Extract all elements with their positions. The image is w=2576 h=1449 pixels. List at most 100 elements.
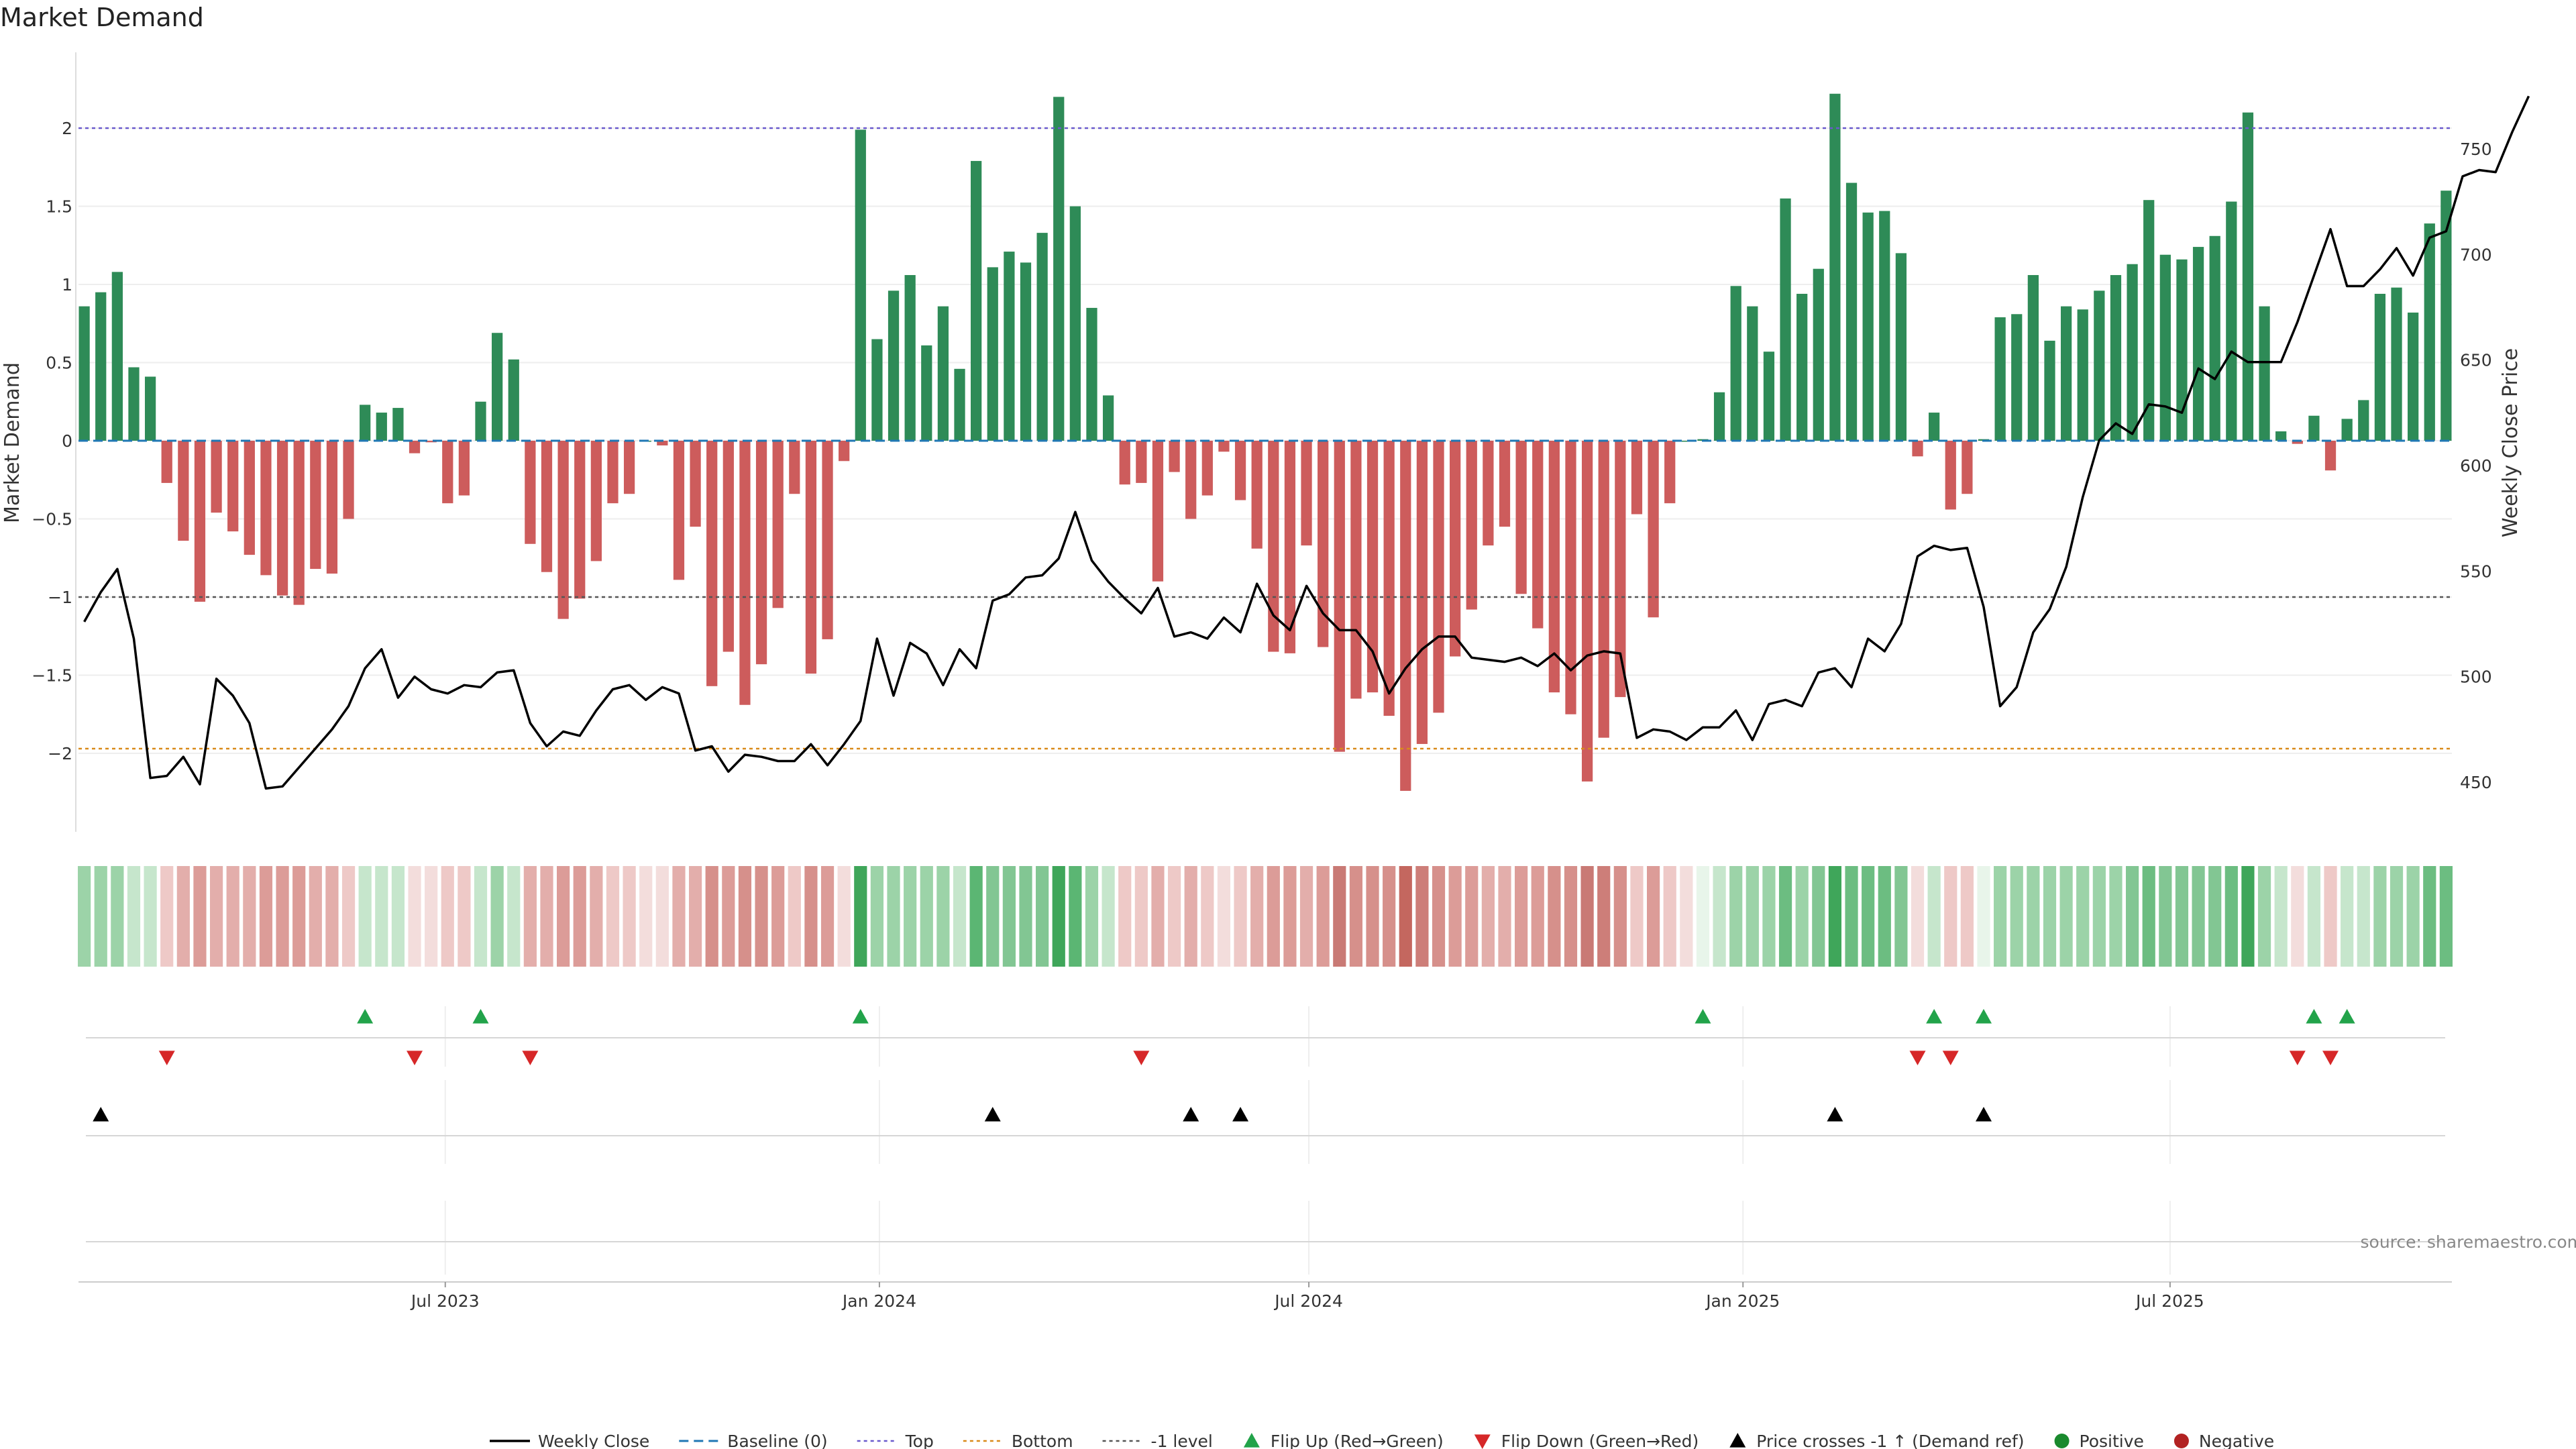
demand-bar	[1499, 441, 1511, 527]
heat-cell	[2324, 866, 2337, 967]
heat-cell	[1085, 866, 1099, 967]
demand-bar	[2094, 290, 2105, 441]
demand-bar	[722, 441, 734, 652]
heat-cell	[1036, 866, 1049, 967]
heat-cell	[2357, 866, 2370, 967]
demand-bar	[2027, 275, 2039, 441]
heat-cell	[1399, 866, 1412, 967]
demand-bar	[2391, 287, 2402, 441]
heat-cell	[226, 866, 239, 967]
heat-cell	[2092, 866, 2106, 967]
heat-cell	[1432, 866, 1446, 967]
heat-cell	[1366, 866, 1379, 967]
demand-bar	[1020, 262, 1032, 441]
demand-bar	[2408, 312, 2419, 441]
heat-cell	[2076, 866, 2090, 967]
heat-cell	[1911, 866, 1925, 967]
demand-bar	[194, 441, 206, 602]
demand-bar	[755, 441, 767, 665]
demand-bar	[590, 441, 602, 561]
demand-bar	[442, 441, 453, 504]
heat-cell	[1415, 866, 1429, 967]
heat-cell	[969, 866, 983, 967]
heat-cell	[2423, 866, 2436, 967]
heat-cell	[2291, 866, 2304, 967]
heat-cell	[1465, 866, 1479, 967]
demand-bar	[409, 441, 421, 453]
heat-cell	[243, 866, 256, 967]
demand-bar	[2127, 264, 2138, 441]
heat-cell	[1680, 866, 1693, 967]
demand-bar	[1366, 441, 1379, 693]
heat-cell	[1960, 866, 1974, 967]
demand-bar	[1102, 395, 1114, 441]
heat-cell	[623, 866, 636, 967]
heat-cell	[936, 866, 950, 967]
heat-cell	[2175, 866, 2189, 967]
demand-bar	[1648, 441, 1659, 618]
demand-bar	[1780, 198, 1791, 441]
demand-bar	[1234, 441, 1246, 500]
demand-bar	[1483, 441, 1494, 546]
demand-bar	[2275, 431, 2287, 441]
heat-cell	[1316, 866, 1330, 967]
demand-bar	[1251, 441, 1263, 549]
demand-bar	[839, 441, 850, 462]
demand-bar	[2440, 191, 2452, 441]
heat-cell	[1778, 866, 1792, 967]
demand-bar	[2176, 259, 2188, 441]
heat-cell	[1201, 866, 1214, 967]
heat-cell	[94, 866, 107, 967]
heat-cell	[160, 866, 174, 967]
weekly-close-line	[83, 95, 2530, 790]
heat-cell	[1994, 866, 2007, 967]
demand-bar	[855, 129, 866, 441]
legend-label: Weekly Close	[538, 1432, 649, 1449]
heat-cell	[425, 866, 438, 967]
heat-cell	[276, 866, 289, 967]
demand-bar	[1169, 441, 1180, 472]
heat-cell	[1118, 866, 1132, 967]
y-tick-label: −1	[48, 588, 72, 607]
heat-cell	[1696, 866, 1710, 967]
heat-cell	[2406, 866, 2420, 967]
demand-bar	[2159, 254, 2171, 441]
y-right-tick-label: 500	[2460, 667, 2492, 687]
demand-bar	[574, 441, 586, 599]
heat-cell	[2307, 866, 2321, 967]
demand-bar	[937, 306, 949, 441]
demand-bar	[1581, 441, 1593, 782]
heat-cell	[2390, 866, 2404, 967]
heat-cell	[557, 866, 570, 967]
demand-bar	[2341, 419, 2353, 441]
demand-bar	[2077, 309, 2088, 441]
demand-bar	[1565, 441, 1576, 714]
heat-cell	[1944, 866, 1957, 967]
heat-cell	[887, 866, 900, 967]
demand-bar	[1532, 441, 1544, 629]
demand-bar	[128, 367, 140, 441]
demand-bar	[78, 306, 90, 441]
heat-cell	[755, 866, 768, 967]
heat-cell	[1894, 866, 1908, 967]
price-cross-marker	[1232, 1107, 1249, 1122]
demand-bar	[310, 441, 321, 570]
demand-bar	[1929, 413, 1940, 441]
y-tick-label: 1	[62, 275, 72, 294]
demand-bar	[343, 441, 354, 519]
demand-bar	[1004, 252, 1015, 441]
heat-cell	[1448, 866, 1462, 967]
demand-bar	[244, 441, 255, 555]
heat-cell	[904, 866, 917, 967]
heat-cell	[573, 866, 586, 967]
demand-bar	[2226, 201, 2237, 441]
heat-cell	[804, 866, 818, 967]
heat-cell	[1052, 866, 1065, 967]
heat-cell	[358, 866, 372, 967]
demand-bar	[871, 339, 883, 441]
demand-bar	[2374, 293, 2386, 441]
heat-cell	[606, 866, 620, 967]
demand-bar	[1416, 441, 1428, 745]
heat-cell	[490, 866, 504, 967]
